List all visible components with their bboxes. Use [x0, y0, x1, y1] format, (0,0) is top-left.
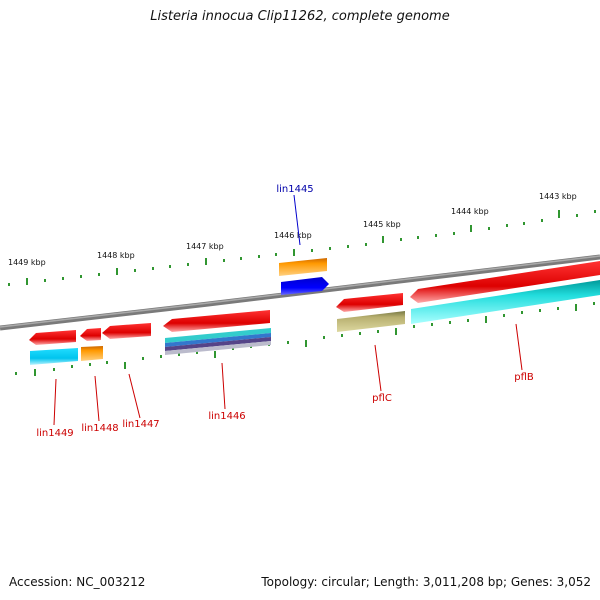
gene-label-pflC[interactable]: pflC [372, 393, 392, 404]
map-title: Listeria innocua Clip11262, complete gen… [150, 9, 450, 24]
leader-lin1447 [128, 373, 141, 419]
gene-lin1445-arrow[interactable] [281, 277, 329, 295]
feature-lin1448-orange-bar[interactable] [81, 346, 103, 361]
upper-tick-row [8, 210, 596, 286]
gene-label-lin1446[interactable]: lin1446 [208, 411, 245, 422]
gene-lin1448-arrow[interactable] [80, 328, 101, 341]
gene-pflB-arrow[interactable] [410, 261, 600, 303]
feature-lin1449-cyan-bar[interactable] [30, 348, 78, 365]
gene-label-lin1447[interactable]: lin1447 [122, 419, 159, 430]
lower-tick-row [15, 302, 595, 376]
leader-lin1448 [94, 375, 100, 422]
leader-lin1445 [293, 194, 301, 246]
kbp-label-1448: 1448 kbp [97, 251, 135, 260]
leader-lin1446 [221, 362, 226, 410]
gene-label-lin1449[interactable]: lin1449 [36, 428, 73, 439]
gene-lin1445-orange-bar[interactable] [279, 258, 327, 276]
feature-pflC-khaki-bar[interactable] [337, 311, 405, 332]
feature-pflB-cyan-bar[interactable] [411, 280, 600, 324]
genome-backbone [0, 254, 600, 331]
topology-text: Topology: circular; Length: 3,011,208 bp… [261, 575, 591, 589]
gene-label-lin1448[interactable]: lin1448 [81, 423, 118, 434]
leader-pflB [515, 323, 523, 371]
gene-lin1447-arrow[interactable] [102, 323, 151, 339]
kbp-label-1446: 1446 kbp [274, 231, 312, 240]
gene-lin1449-arrow[interactable] [29, 330, 76, 345]
kbp-label-1449: 1449 kbp [8, 258, 46, 267]
gene-label-pflB[interactable]: pflB [514, 372, 534, 383]
kbp-label-1447: 1447 kbp [186, 242, 224, 251]
kbp-label-1443: 1443 kbp [539, 192, 577, 201]
gene-lin1446-arrow[interactable] [163, 310, 270, 332]
leader-lin1449 [53, 378, 57, 426]
gene-pflC-arrow[interactable] [336, 293, 403, 312]
kbp-label-1444: 1444 kbp [451, 207, 489, 216]
accession-text: Accession: NC_003212 [9, 575, 146, 589]
kbp-label-1445: 1445 kbp [363, 220, 401, 229]
leader-pflC [374, 344, 382, 392]
gene-label-lin1445[interactable]: lin1445 [276, 184, 313, 195]
feature-lin1446-stacked-bars[interactable] [165, 328, 271, 355]
